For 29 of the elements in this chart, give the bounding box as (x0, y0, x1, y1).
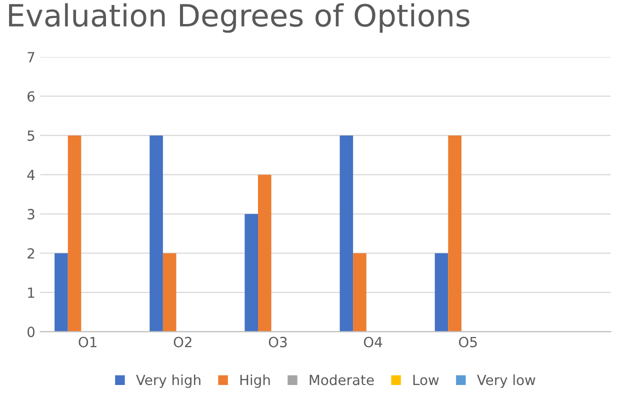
x-tick-label: O4 (364, 336, 382, 348)
bar (340, 135, 354, 332)
x-tick-label: O1 (78, 336, 96, 348)
bar (448, 135, 462, 332)
x-tick-label: O5 (458, 336, 477, 348)
bar (54, 253, 68, 332)
bar (434, 253, 448, 332)
y-tick-label: 7 (28, 52, 34, 62)
y-tick-label: 1 (28, 288, 34, 298)
legend-label: Very low (476, 374, 536, 388)
bar (162, 253, 176, 332)
y-tick-label: 0 (28, 326, 35, 338)
y-tick-label: 3 (28, 208, 34, 220)
bar (150, 135, 163, 332)
x-tick-label: O3 (268, 336, 287, 348)
bar (68, 135, 82, 332)
legend-label: Very high (136, 374, 200, 388)
chart-title: Evaluation Degrees of Options (9, 3, 470, 33)
bar (258, 174, 272, 332)
y-tick-label: 6 (28, 91, 35, 102)
x-tick-label: O2 (174, 336, 192, 348)
legend-label: Moderate (310, 374, 374, 386)
bar (244, 214, 258, 332)
y-tick-label: 2 (28, 248, 34, 258)
legend-label: High (240, 374, 270, 388)
legend-label: Low (413, 374, 439, 386)
y-tick-label: 4 (27, 170, 35, 180)
y-tick-label: 5 (28, 130, 34, 141)
bar (353, 253, 366, 332)
